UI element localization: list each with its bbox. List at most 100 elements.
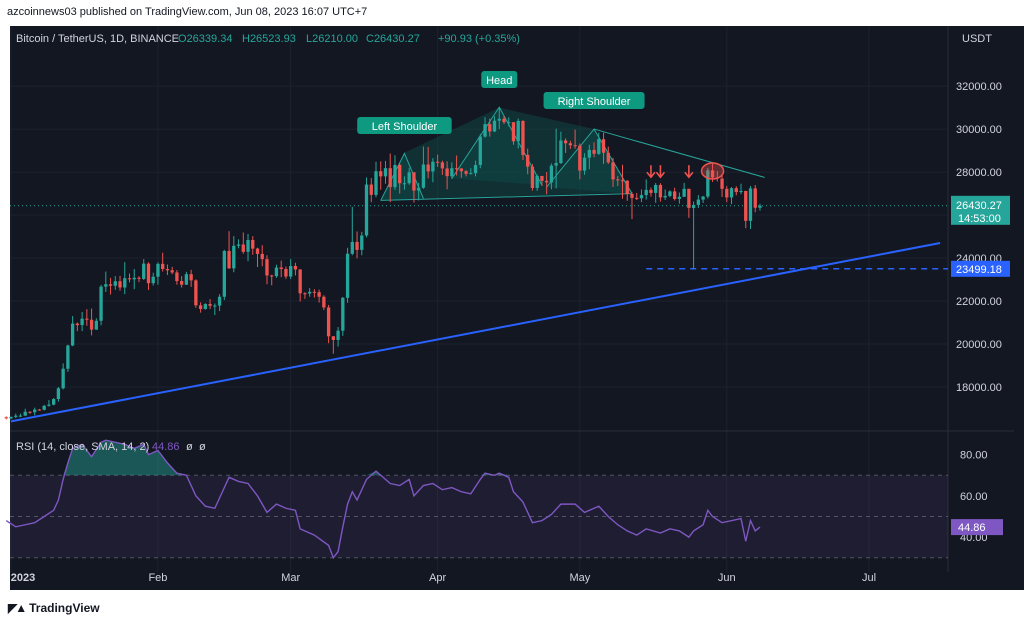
candle (336, 327, 340, 347)
candle-body (379, 171, 383, 177)
rsi-overbought-fill (6, 440, 760, 476)
candle-body (620, 180, 625, 182)
candle-body (113, 281, 117, 286)
candle-body (611, 162, 615, 180)
brand-text: TradingView (29, 601, 100, 615)
candle (720, 175, 724, 198)
left-shoulder-label: Left Shoulder (357, 117, 452, 134)
candle (454, 155, 459, 176)
rsi-tick-label: 40.00 (960, 532, 988, 544)
candle-body (511, 122, 516, 142)
candle (511, 122, 516, 145)
candle-body (677, 196, 682, 199)
candle-body (682, 188, 686, 197)
candle-body (758, 205, 762, 208)
candle (753, 184, 757, 213)
candle (132, 269, 136, 290)
candle (9, 416, 13, 420)
candle-body (502, 118, 506, 123)
candle-body (521, 120, 525, 155)
candle-body (123, 278, 127, 288)
candle-body (530, 166, 535, 188)
candle (236, 239, 241, 249)
candle (85, 309, 89, 326)
candle (625, 180, 629, 201)
candle-body (28, 411, 32, 413)
candle-body (341, 297, 345, 331)
candle-body (753, 188, 757, 208)
right-shoulder-label-text: Right Shoulder (558, 96, 631, 108)
candle (23, 408, 27, 417)
arrow-head (655, 171, 666, 179)
candle (18, 413, 23, 418)
candle (99, 284, 103, 326)
candle (554, 128, 558, 189)
candle-body (464, 171, 468, 174)
current-price-label: 26430.27 (956, 200, 1002, 212)
candle (473, 160, 478, 177)
candle-body (398, 164, 402, 184)
candle-body (156, 263, 160, 277)
rsi-tick-label: 60.00 (960, 491, 988, 503)
candle-body (421, 164, 426, 188)
candle-body (232, 245, 236, 269)
candle-body (592, 149, 596, 154)
time-tick-label: 2023 (11, 572, 35, 584)
support-price-badge (951, 260, 1010, 277)
candle (284, 266, 288, 279)
candle (279, 260, 283, 278)
candle (701, 195, 705, 204)
time-tick-label: Mar (281, 572, 300, 584)
candles (4, 107, 762, 420)
price-tick-label: 20000.00 (956, 339, 1002, 351)
candle-body (208, 304, 212, 306)
candle-body (303, 293, 307, 295)
candle (251, 236, 255, 255)
candle (364, 177, 369, 238)
candle-body (198, 305, 203, 309)
candle-body (9, 416, 13, 419)
candle-body (260, 253, 264, 260)
candle (4, 416, 8, 420)
candle-body (554, 163, 558, 166)
candle (47, 400, 51, 407)
candle (33, 407, 37, 416)
tradingview-brand[interactable]: ◤▲ TradingView (8, 601, 100, 615)
candle (417, 182, 421, 201)
candle (587, 144, 591, 170)
candle-body (540, 175, 544, 181)
candle-body (108, 284, 113, 286)
candle-body (435, 161, 440, 163)
arrow-head (646, 171, 656, 179)
candle-body (710, 170, 715, 178)
rsi-band-fill (10, 475, 948, 558)
candle-body (322, 296, 326, 308)
candle (654, 183, 658, 203)
candle-body (4, 417, 8, 419)
head-shoulders-pattern (380, 106, 765, 201)
candle (151, 272, 155, 286)
candle-body (270, 275, 274, 277)
candle-body (469, 173, 473, 175)
candle (80, 311, 84, 332)
support-price-label: 23499.18 (956, 264, 1002, 276)
candle (123, 262, 127, 295)
candle-body (445, 168, 449, 177)
rsi-extra-1: ø (186, 441, 193, 453)
candle-body (165, 269, 170, 271)
candle-body (274, 267, 279, 277)
left-shoulder-label-bg (357, 117, 452, 134)
candle-body (578, 145, 582, 171)
candle (255, 247, 260, 268)
candle-body (663, 195, 667, 198)
candle-body (326, 307, 331, 337)
candle-body (374, 171, 378, 195)
candle (459, 168, 463, 178)
candle-body (369, 184, 373, 195)
candle (488, 118, 492, 137)
candle-body (236, 244, 241, 246)
candle-body (739, 190, 743, 193)
candle-body (137, 277, 141, 279)
candle-body (289, 265, 293, 277)
ascending-trendline (10, 242, 941, 423)
